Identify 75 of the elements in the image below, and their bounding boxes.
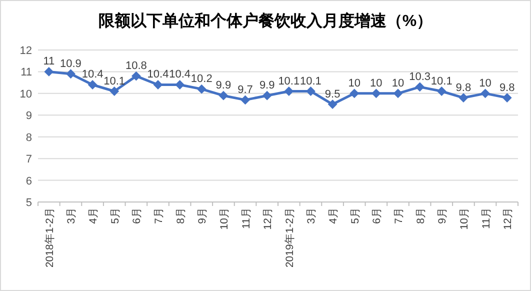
- x-tick-label: 11月: [240, 207, 252, 229]
- x-tick-label: 5月: [349, 207, 362, 224]
- data-label: 10.1: [300, 75, 322, 88]
- x-tick-label: 7月: [393, 207, 405, 224]
- point: [88, 80, 98, 90]
- x-tick-label: 10月: [218, 207, 230, 230]
- point: [458, 93, 468, 102]
- y-tick-label: 11: [20, 66, 32, 79]
- x-tick-label: 4月: [328, 207, 340, 224]
- point: [66, 69, 76, 78]
- data-label: 9.8: [499, 82, 515, 94]
- x-tick-label: 3月: [306, 207, 318, 224]
- data-label: 10.9: [60, 58, 82, 70]
- y-tick-label: 9: [26, 110, 32, 122]
- data-label: 10: [479, 77, 492, 90]
- x-tick-label: 2018年1-2月: [44, 207, 56, 268]
- data-label: 9.7: [238, 84, 253, 96]
- y-tick-label: 6: [26, 175, 32, 188]
- data-label: 10.1: [430, 75, 452, 88]
- x-tick-label: 3月: [66, 207, 78, 224]
- point: [480, 88, 490, 98]
- x-tick-label: 6月: [131, 207, 144, 224]
- x-tick-label: 4月: [88, 207, 100, 224]
- data-label: 10.1: [278, 75, 300, 88]
- data-label: 10.1: [104, 75, 126, 88]
- y-tick-label: 12: [20, 45, 32, 57]
- point: [218, 91, 228, 100]
- chart-title: 限额以下单位和个体户餐饮收入月度增速（%）: [98, 11, 433, 30]
- data-label: 10: [348, 77, 360, 90]
- y-tick-label: 7: [26, 154, 32, 166]
- point: [350, 88, 359, 98]
- point: [44, 67, 54, 76]
- x-tick-label: 8月: [174, 207, 187, 224]
- data-label: 9.9: [259, 80, 275, 92]
- x-tick-label: 2019年1-2月: [284, 207, 296, 268]
- y-tick-label: 5: [26, 197, 32, 209]
- data-label: 10: [370, 77, 382, 90]
- x-tick-label: 6月: [371, 207, 384, 224]
- point: [372, 88, 381, 98]
- x-tick-label: 9月: [196, 207, 209, 224]
- x-tick-label: 5月: [109, 207, 122, 224]
- data-label: 10.4: [82, 68, 104, 81]
- point: [328, 100, 338, 109]
- point: [240, 95, 250, 104]
- x-tick-label: 12月: [502, 207, 514, 230]
- point: [394, 88, 402, 98]
- x-tick-label: 12月: [262, 207, 274, 230]
- data-label: 10.8: [125, 60, 147, 72]
- point: [306, 86, 316, 96]
- point: [502, 93, 512, 102]
- data-label: 10: [392, 77, 404, 90]
- point: [154, 80, 162, 90]
- data-label: 11: [43, 56, 55, 68]
- data-label: 10.4: [169, 68, 191, 81]
- x-tick-label: 11月: [480, 207, 492, 229]
- point: [284, 86, 294, 96]
- point: [415, 82, 424, 92]
- data-label: 10.4: [147, 68, 169, 81]
- y-tick-label: 8: [26, 132, 32, 144]
- x-tick-label: 7月: [153, 207, 165, 224]
- data-label: 10.3: [409, 70, 431, 83]
- point: [262, 91, 272, 100]
- x-tick-label: 9月: [436, 207, 449, 224]
- point: [132, 72, 141, 81]
- data-label: 9.8: [456, 82, 472, 94]
- data-label: 9.5: [324, 88, 340, 100]
- data-label: 9.9: [216, 80, 232, 92]
- data-label: 10.2: [190, 73, 212, 86]
- point: [175, 80, 184, 90]
- point: [110, 86, 119, 96]
- x-tick-label: 10月: [458, 207, 470, 230]
- point: [437, 86, 446, 96]
- point: [197, 84, 206, 94]
- x-tick-label: 8月: [414, 207, 427, 224]
- y-tick-label: 10: [20, 88, 32, 100]
